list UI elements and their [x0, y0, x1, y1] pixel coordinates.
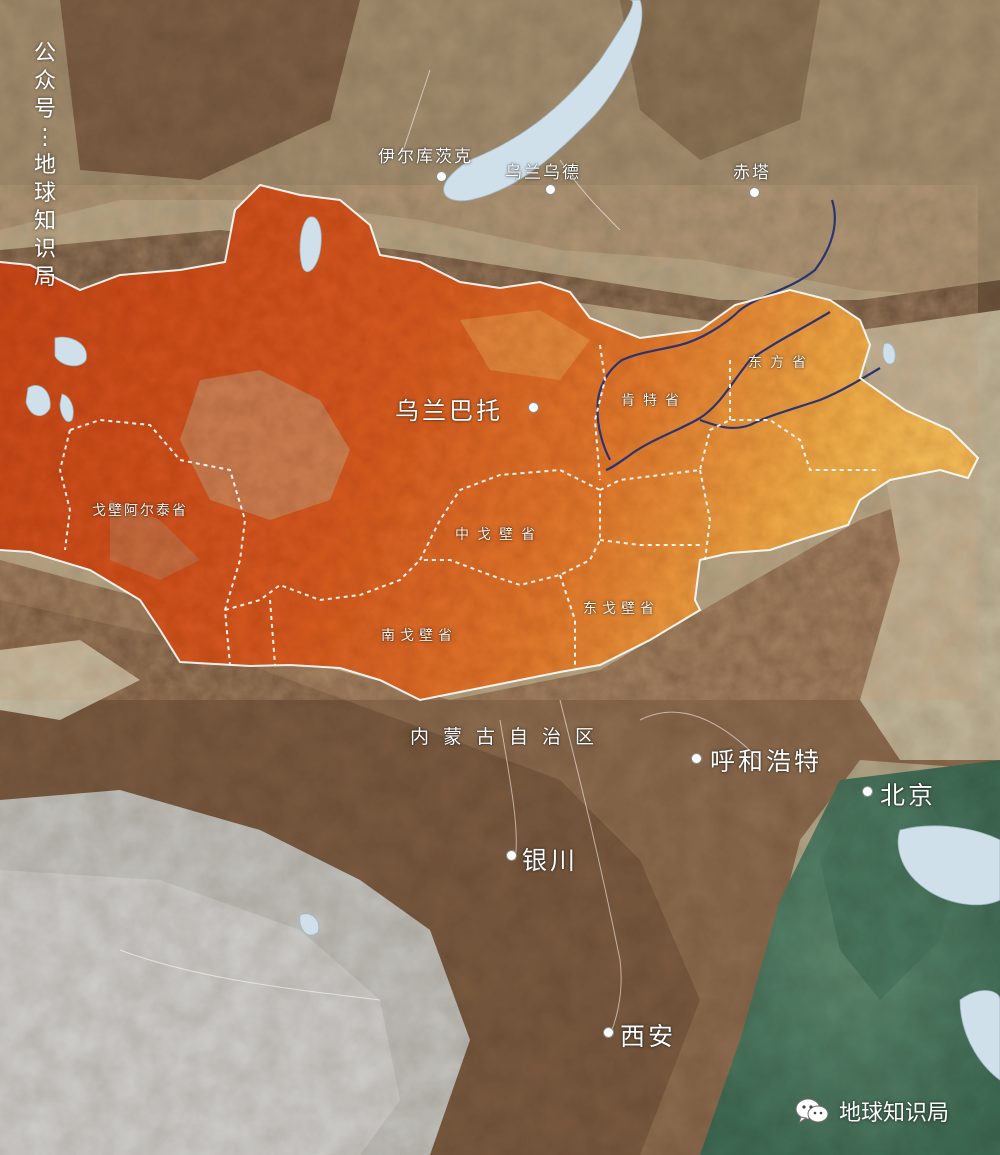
- city-dot-irkutsk: [436, 171, 447, 182]
- watermark-vertical: 公众号 ⋮ 地球知识局: [28, 40, 62, 292]
- dornogovi-west-border: [559, 574, 576, 670]
- watermark-vertical-char: 球: [33, 181, 56, 206]
- lake-baikal: [443, 0, 643, 202]
- city-dot-yinchuan: [506, 850, 517, 861]
- watermark-vertical-char: 号: [33, 97, 56, 122]
- dundgovi-border: [419, 468, 601, 587]
- watermark-vertical-char: 识: [33, 237, 56, 262]
- minor-rivers: [119, 69, 761, 1036]
- city-dot-chita: [749, 187, 760, 198]
- city-label-yinchuan: 银川: [522, 846, 579, 875]
- kherlen-onon-river: [596, 199, 836, 461]
- watermark-vertical-char: 局: [33, 265, 56, 290]
- watermark-vertical-char: 众: [33, 69, 56, 94]
- city-dot-xian: [603, 1027, 614, 1038]
- city-label-irkutsk: 伊尔库茨克: [378, 147, 473, 167]
- mongolia-territory: [0, 185, 978, 700]
- lake-khovsgol: [299, 216, 322, 272]
- city-dot-ulaanbaatar: [528, 402, 539, 413]
- city-dot-hohhot: [691, 753, 702, 764]
- city-dot-beijing: [862, 786, 873, 797]
- city-label-beijing: 北京: [880, 781, 937, 810]
- watermark-bottom: 地球知识局: [795, 1095, 949, 1127]
- watermark-vertical-char: 地: [33, 153, 56, 178]
- city-label-xian: 西安: [620, 1022, 677, 1051]
- city-label-ulan-ude: 乌兰乌德: [505, 163, 581, 183]
- region-label-inner-mongolia: 内蒙古自治区: [410, 726, 609, 748]
- city-label-ulaanbaatar: 乌兰巴托: [395, 397, 503, 425]
- bohai-sea: [897, 825, 1000, 906]
- wechat-icon: [795, 1098, 829, 1125]
- province-label-dornogovi: 东戈壁省: [583, 601, 659, 617]
- province-label-khentii: 肯特省: [621, 393, 687, 409]
- rivers: [596, 199, 881, 472]
- province-label-govi-altai: 戈壁阿尔泰省: [92, 503, 188, 519]
- province-boundaries: [58, 344, 880, 670]
- watermark-vertical-char: 知: [33, 209, 56, 234]
- province-label-umnugovi: 南戈壁省: [381, 628, 457, 644]
- mongolia-border: [0, 183, 980, 702]
- watermark-vertical-char: 公: [33, 41, 56, 66]
- province-label-dornod: 东方省: [748, 355, 814, 371]
- city-label-hohhot: 呼和浩特: [710, 747, 823, 776]
- province-label-dundgovi: 中戈壁省: [455, 527, 543, 543]
- govi-altai-east-border: [69, 418, 247, 666]
- city-dot-ulan-ude: [545, 184, 556, 195]
- city-label-chita: 赤塔: [733, 163, 771, 183]
- watermark-vertical-char: ⋮: [34, 125, 56, 150]
- watermark-bottom-text: 地球知识局: [839, 1101, 950, 1126]
- lakes: [25, 0, 1000, 1081]
